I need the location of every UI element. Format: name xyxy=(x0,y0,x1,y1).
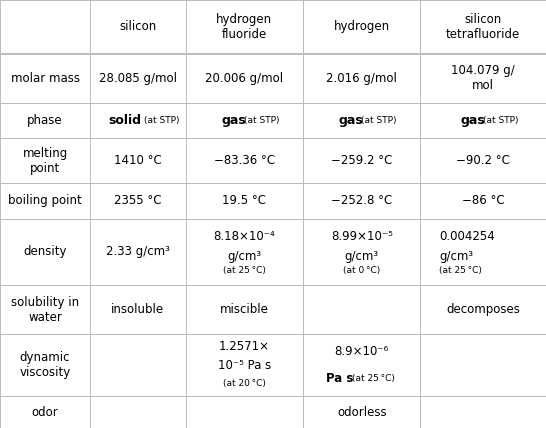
Text: hydrogen: hydrogen xyxy=(334,20,390,33)
Bar xyxy=(186,0,303,54)
Bar xyxy=(0,396,90,428)
Bar xyxy=(303,0,420,54)
Text: 28.085 g/mol: 28.085 g/mol xyxy=(99,71,177,85)
Bar xyxy=(420,138,546,183)
Bar xyxy=(186,183,303,219)
Text: silicon: silicon xyxy=(119,20,157,33)
Text: (at STP): (at STP) xyxy=(361,116,396,125)
Text: decomposes: decomposes xyxy=(446,303,520,316)
Bar xyxy=(186,103,303,138)
Text: g/cm³: g/cm³ xyxy=(345,250,379,263)
Bar xyxy=(0,54,90,103)
Text: gas: gas xyxy=(339,114,364,127)
Bar xyxy=(420,219,546,285)
Bar xyxy=(90,396,186,428)
Bar xyxy=(0,103,90,138)
Text: 104.079 g/
mol: 104.079 g/ mol xyxy=(452,64,515,92)
Bar xyxy=(0,183,90,219)
Text: −90.2 °C: −90.2 °C xyxy=(456,154,510,167)
Bar xyxy=(420,54,546,103)
Text: silicon
tetrafluoride: silicon tetrafluoride xyxy=(446,13,520,41)
Text: miscible: miscible xyxy=(220,303,269,316)
Bar xyxy=(303,183,420,219)
Text: odor: odor xyxy=(32,406,58,419)
Text: gas: gas xyxy=(460,114,485,127)
Bar xyxy=(90,54,186,103)
Text: −259.2 °C: −259.2 °C xyxy=(331,154,393,167)
Bar xyxy=(90,183,186,219)
Text: density: density xyxy=(23,245,67,259)
Text: 2.016 g/mol: 2.016 g/mol xyxy=(327,71,397,85)
Bar xyxy=(186,334,303,396)
Bar xyxy=(420,103,546,138)
Bar xyxy=(420,0,546,54)
Text: (at 20 °C): (at 20 °C) xyxy=(223,379,266,389)
Bar xyxy=(0,285,90,334)
Bar xyxy=(0,138,90,183)
Text: (at 25 °C): (at 25 °C) xyxy=(439,266,482,275)
Text: 8.9×10⁻⁶: 8.9×10⁻⁶ xyxy=(335,345,389,358)
Bar xyxy=(90,334,186,396)
Text: (at STP): (at STP) xyxy=(483,116,518,125)
Bar xyxy=(303,285,420,334)
Bar xyxy=(303,103,420,138)
Bar xyxy=(90,103,186,138)
Text: 0.004254: 0.004254 xyxy=(439,230,495,243)
Text: 10⁻⁵ Pa s: 10⁻⁵ Pa s xyxy=(218,359,271,372)
Text: dynamic
viscosity: dynamic viscosity xyxy=(20,351,70,379)
Text: Pa s: Pa s xyxy=(326,372,353,386)
Bar xyxy=(186,219,303,285)
Text: molar mass: molar mass xyxy=(10,71,80,85)
Bar xyxy=(186,138,303,183)
Text: insoluble: insoluble xyxy=(111,303,164,316)
Text: 2.33 g/cm³: 2.33 g/cm³ xyxy=(106,245,170,259)
Text: hydrogen
fluoride: hydrogen fluoride xyxy=(216,13,272,41)
Bar xyxy=(420,183,546,219)
Bar xyxy=(90,285,186,334)
Bar xyxy=(420,285,546,334)
Text: g/cm³: g/cm³ xyxy=(439,250,473,263)
Bar xyxy=(90,219,186,285)
Bar xyxy=(420,334,546,396)
Text: 1410 °C: 1410 °C xyxy=(114,154,162,167)
Bar xyxy=(90,0,186,54)
Bar xyxy=(303,54,420,103)
Bar xyxy=(420,396,546,428)
Text: (at 0 °C): (at 0 °C) xyxy=(343,266,381,275)
Text: solubility in
water: solubility in water xyxy=(11,296,79,324)
Text: 1.2571×: 1.2571× xyxy=(219,340,270,353)
Bar xyxy=(303,396,420,428)
Text: 8.99×10⁻⁵: 8.99×10⁻⁵ xyxy=(331,230,393,243)
Text: odorless: odorless xyxy=(337,406,387,419)
Text: 2355 °C: 2355 °C xyxy=(114,194,162,208)
Bar xyxy=(303,219,420,285)
Text: (at 25 °C): (at 25 °C) xyxy=(223,266,266,275)
Text: (at STP): (at STP) xyxy=(144,116,179,125)
Text: −83.36 °C: −83.36 °C xyxy=(214,154,275,167)
Bar xyxy=(0,0,90,54)
Bar xyxy=(186,54,303,103)
Text: 19.5 °C: 19.5 °C xyxy=(222,194,266,208)
Bar xyxy=(186,396,303,428)
Text: gas: gas xyxy=(222,114,246,127)
Text: 8.18×10⁻⁴: 8.18×10⁻⁴ xyxy=(213,230,275,243)
Text: 20.006 g/mol: 20.006 g/mol xyxy=(205,71,283,85)
Text: solid: solid xyxy=(109,114,141,127)
Bar xyxy=(0,219,90,285)
Text: (at STP): (at STP) xyxy=(244,116,279,125)
Bar xyxy=(186,285,303,334)
Bar xyxy=(303,138,420,183)
Text: phase: phase xyxy=(27,114,63,127)
Text: (at 25 °C): (at 25 °C) xyxy=(352,374,395,383)
Text: g/cm³: g/cm³ xyxy=(227,250,262,263)
Bar xyxy=(90,138,186,183)
Text: −252.8 °C: −252.8 °C xyxy=(331,194,393,208)
Text: −86 °C: −86 °C xyxy=(462,194,505,208)
Text: boiling point: boiling point xyxy=(8,194,82,208)
Text: melting
point: melting point xyxy=(22,147,68,175)
Bar xyxy=(0,334,90,396)
Bar xyxy=(303,334,420,396)
